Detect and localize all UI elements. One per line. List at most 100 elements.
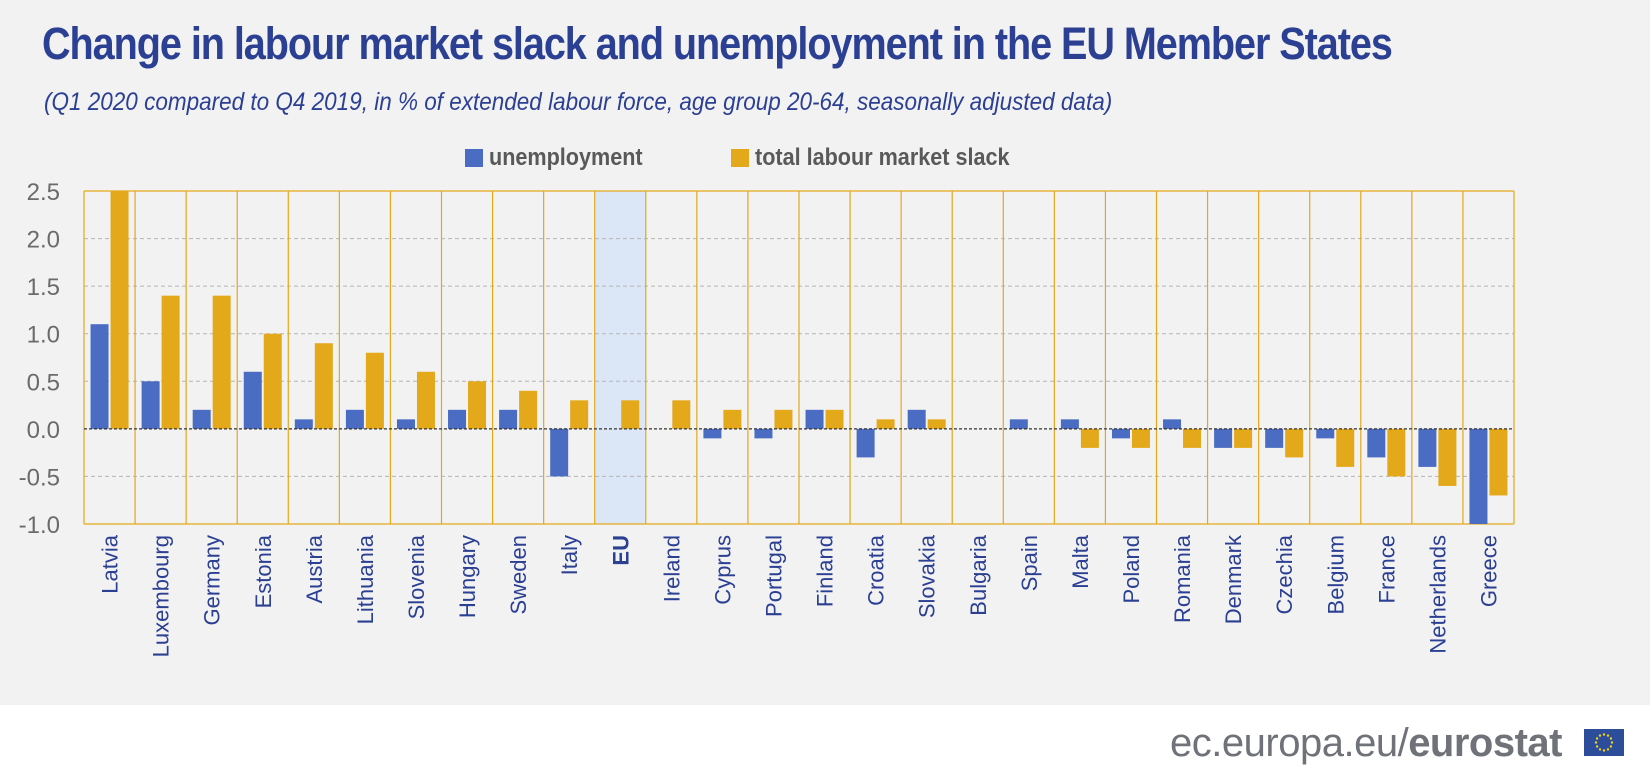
category-label: Czechia bbox=[1272, 534, 1297, 614]
bar-unemployment bbox=[1163, 419, 1182, 429]
category-label: Portugal bbox=[761, 535, 786, 617]
bar-unemployment bbox=[1060, 419, 1079, 429]
footer-brand: eurostat bbox=[1408, 720, 1562, 765]
bar-slack bbox=[927, 419, 946, 429]
category-label: Slovenia bbox=[404, 534, 429, 619]
bar-slack bbox=[365, 352, 384, 429]
footer-branding: ec.europa.eu/eurostat bbox=[1170, 720, 1562, 766]
category-label: Cyprus bbox=[710, 535, 735, 605]
y-tick-label: 0.0 bbox=[27, 417, 60, 444]
category-label: Finland bbox=[813, 535, 838, 607]
flag-star bbox=[1609, 745, 1613, 748]
category-label: Hungary bbox=[455, 535, 480, 618]
bar-slack bbox=[1080, 428, 1099, 448]
bar-slack bbox=[468, 381, 487, 429]
bar-unemployment bbox=[1111, 428, 1130, 439]
flag-star bbox=[1594, 741, 1598, 744]
bar-unemployment bbox=[907, 409, 926, 429]
bar-unemployment bbox=[754, 428, 773, 439]
category-label: France bbox=[1374, 535, 1399, 603]
bar-slack bbox=[1234, 428, 1253, 448]
legend-item-unemployment: unemployment bbox=[465, 143, 660, 173]
category-label: Austria bbox=[302, 534, 327, 603]
category-label: Croatia bbox=[864, 534, 889, 606]
bar-slack bbox=[1438, 428, 1457, 486]
category-label: Estonia bbox=[251, 534, 276, 608]
bar-unemployment bbox=[1265, 428, 1284, 448]
footer-url: ec.europa.eu/ bbox=[1170, 720, 1409, 765]
category-label: Luxembourg bbox=[149, 535, 174, 657]
y-tick-label: -1.0 bbox=[19, 512, 60, 539]
category-label: Germany bbox=[200, 535, 225, 625]
bar-unemployment bbox=[1469, 428, 1488, 524]
bar-slack bbox=[1131, 428, 1150, 448]
chart-subtitle: (Q1 2020 compared to Q4 2019, in % of ex… bbox=[44, 88, 1113, 116]
category-label: Romania bbox=[1170, 534, 1195, 623]
category-label: Malta bbox=[1068, 534, 1093, 589]
flag-star bbox=[1606, 734, 1610, 737]
flag-star bbox=[1595, 737, 1599, 740]
bar-unemployment bbox=[448, 409, 467, 429]
flag-star bbox=[1610, 741, 1614, 744]
category-label: EU bbox=[608, 535, 633, 566]
bar-unemployment bbox=[1214, 428, 1233, 448]
bar-slack bbox=[110, 191, 129, 429]
flag-star bbox=[1598, 748, 1602, 751]
y-tick-label: 0.5 bbox=[27, 369, 60, 396]
y-tick-label: -0.5 bbox=[19, 464, 60, 491]
flag-star bbox=[1595, 745, 1599, 748]
bar-slack bbox=[672, 400, 691, 429]
category-label: Belgium bbox=[1323, 535, 1348, 614]
bar-unemployment bbox=[192, 409, 211, 429]
bar-slack bbox=[161, 295, 180, 429]
flag-star bbox=[1609, 737, 1613, 740]
bar-unemployment bbox=[1316, 428, 1335, 439]
category-label: Italy bbox=[557, 535, 582, 575]
category-label: Spain bbox=[1017, 535, 1042, 591]
y-tick-label: 2.5 bbox=[27, 180, 60, 206]
category-label: Bulgaria bbox=[966, 534, 991, 615]
bar-slack bbox=[723, 409, 742, 429]
bar-unemployment bbox=[345, 409, 364, 429]
bar-slack bbox=[774, 409, 793, 429]
bar-unemployment bbox=[856, 428, 875, 458]
bar-unemployment bbox=[396, 419, 415, 429]
bar-unemployment bbox=[550, 428, 569, 477]
category-label: Lithuania bbox=[353, 534, 378, 624]
legend-label-slack: total labour market slack bbox=[755, 144, 1010, 171]
bar-unemployment bbox=[1418, 428, 1437, 467]
flag-star bbox=[1606, 748, 1610, 751]
flag-star bbox=[1602, 749, 1606, 752]
eu-flag-icon bbox=[1584, 729, 1624, 756]
bar-unemployment bbox=[1009, 419, 1028, 429]
bar-slack bbox=[519, 390, 538, 429]
flag-star bbox=[1602, 733, 1606, 736]
y-tick-label: 1.0 bbox=[27, 322, 60, 349]
flag-star bbox=[1598, 734, 1602, 737]
bar-slack bbox=[1183, 428, 1202, 448]
bar-unemployment bbox=[499, 409, 518, 429]
bar-slack bbox=[1285, 428, 1304, 458]
chart-title: Change in labour market slack and unempl… bbox=[42, 18, 1393, 69]
category-label: Poland bbox=[1119, 535, 1144, 604]
bar-unemployment bbox=[703, 428, 722, 439]
bar-slack bbox=[212, 295, 231, 429]
bar-slack bbox=[263, 333, 282, 429]
legend-swatch-slack bbox=[731, 149, 749, 167]
legend-label-unemployment: unemployment bbox=[489, 144, 643, 171]
eu-highlight-band bbox=[594, 191, 646, 524]
bar-unemployment bbox=[243, 371, 262, 429]
bar-unemployment bbox=[1367, 428, 1386, 458]
category-label: Greece bbox=[1476, 535, 1501, 607]
bar-slack bbox=[825, 409, 844, 429]
bar-slack bbox=[1489, 428, 1508, 496]
legend-item-slack: total labour market slack bbox=[731, 143, 1038, 173]
bar-unemployment bbox=[141, 381, 160, 429]
bar-unemployment bbox=[90, 324, 109, 429]
bar-chart: 2.5 2.0 1.5 1.0 0.5 0.0 -0.5 -1.0 Latvia Luxembou… bbox=[19, 180, 1515, 657]
y-tick-label: 2.0 bbox=[27, 227, 60, 254]
legend-swatch-unemployment bbox=[465, 149, 483, 167]
y-tick-label: 1.5 bbox=[27, 274, 60, 301]
bar-slack bbox=[416, 371, 435, 429]
category-label: Slovakia bbox=[915, 534, 940, 618]
